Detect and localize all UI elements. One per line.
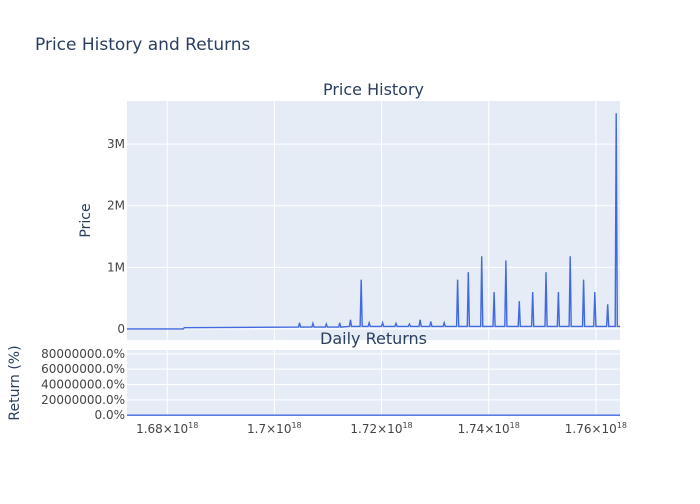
x-tick-label: 1.68×1018: [136, 421, 198, 436]
returns-y-ticks: 0.0%20000000.0%40000000.0% 60000000.0%800…: [41, 347, 125, 422]
price-y-axis-label: Price: [78, 203, 94, 237]
price-y-ticks: 0 1M 2M 3M: [107, 137, 125, 336]
price-subplot-title: Price History: [323, 80, 424, 99]
returns-plot-area: [127, 350, 620, 416]
y-tick-label: 1M: [107, 260, 125, 274]
y-tick-label: 40000000.0%: [41, 378, 125, 392]
y-tick-label: 3M: [107, 137, 125, 151]
returns-subplot-title: Daily Returns: [320, 329, 427, 348]
x-tick-label: 1.76×1018: [565, 421, 627, 436]
returns-y-axis-label: Return (%): [7, 345, 23, 420]
y-tick-label: 0.0%: [95, 408, 126, 422]
returns-x-ticks: 1.68×1018 1.7×1018 1.72×1018 1.74×1018 1.76×…: [136, 421, 627, 436]
x-tick-label: 1.72×1018: [350, 421, 412, 436]
price-series: [127, 113, 620, 330]
series-line: [127, 113, 620, 330]
figure-title: Price History and Returns: [35, 35, 251, 55]
x-tick-label: 1.7×1018: [247, 421, 302, 436]
y-tick-label: 60000000.0%: [41, 362, 125, 376]
y-tick-label: 2M: [107, 199, 125, 213]
y-tick-label: 20000000.0%: [41, 393, 125, 407]
y-tick-label: 80000000.0%: [41, 347, 125, 361]
price-plot-area: [127, 101, 620, 340]
x-tick-label: 1.74×1018: [458, 421, 520, 436]
y-tick-label: 0: [117, 322, 125, 336]
price-gridlines: [127, 101, 620, 340]
